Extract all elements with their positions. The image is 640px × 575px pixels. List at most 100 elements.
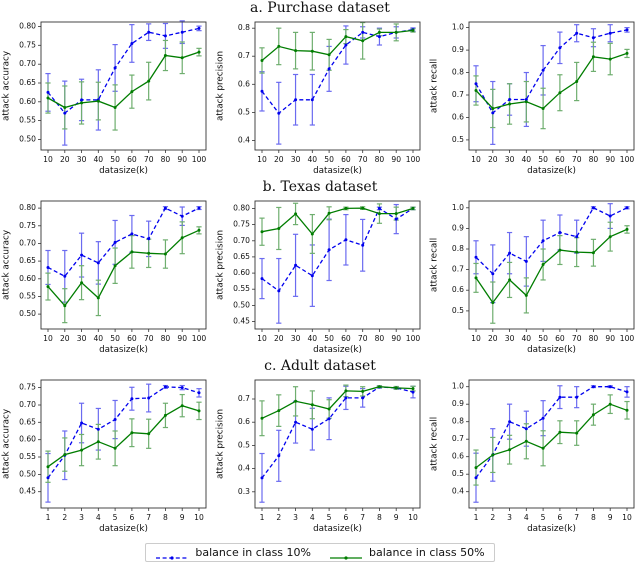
svg-text:10: 10 (257, 334, 267, 343)
svg-text:10: 10 (257, 155, 267, 164)
svg-text:40: 40 (521, 155, 531, 164)
svg-text:60: 60 (127, 334, 137, 343)
svg-text:0.55: 0.55 (233, 284, 250, 293)
svg-text:80: 80 (375, 155, 385, 164)
svg-text:0.70: 0.70 (19, 59, 36, 68)
svg-text:attack accuracy: attack accuracy (2, 51, 12, 121)
svg-text:0.55: 0.55 (19, 292, 36, 301)
svg-text:datasize(k): datasize(k) (527, 166, 576, 176)
section-title-texas: b. Texas dataset (262, 179, 378, 195)
svg-text:7: 7 (360, 513, 365, 522)
svg-text:0.7: 0.7 (238, 394, 250, 403)
svg-text:0.60: 0.60 (233, 268, 250, 277)
chart-texas-accuracy: 0.50 0.55 0.60 0.65 0.70 0.75 0.80 10 20 30 40 50 60… (0, 196, 212, 358)
legend-item-balance-10: balance in class 10% (155, 546, 311, 560)
svg-text:0.9: 0.9 (452, 399, 464, 408)
svg-text:40: 40 (93, 155, 103, 164)
svg-text:0.6: 0.6 (238, 79, 250, 88)
svg-text:10: 10 (471, 155, 481, 164)
svg-text:5: 5 (541, 513, 546, 522)
chart-adult-recall: 0.4 0.5 0.6 0.7 0.8 0.9 1.0 1 2 3 4 5 6 7 8 9 10 datasize… (428, 375, 640, 537)
svg-text:100: 100 (406, 334, 421, 343)
svg-text:30: 30 (505, 155, 515, 164)
legend: balance in class 10% balance in class 50… (145, 543, 495, 562)
svg-text:60: 60 (341, 155, 351, 164)
chart-adult-precision: 0.3 0.4 0.5 0.6 0.7 1 2 3 4 5 6 7 8 9 10 datasize(k) att… (214, 375, 426, 537)
svg-text:50: 50 (324, 334, 334, 343)
svg-text:0.5: 0.5 (452, 469, 464, 478)
svg-text:10: 10 (408, 513, 418, 522)
legend-item-balance-50: balance in class 50% (329, 546, 485, 560)
svg-text:datasize(k): datasize(k) (313, 166, 362, 176)
svg-text:0.75: 0.75 (19, 221, 36, 230)
legend-swatch-dashed-line-icon (155, 548, 189, 560)
svg-text:9: 9 (394, 513, 399, 522)
svg-text:50: 50 (538, 334, 548, 343)
svg-text:0.8: 0.8 (452, 68, 464, 77)
svg-text:60: 60 (127, 155, 137, 164)
svg-text:1.0: 1.0 (452, 23, 464, 32)
svg-text:20: 20 (274, 155, 284, 164)
svg-text:0.65: 0.65 (19, 417, 36, 426)
svg-text:0.6: 0.6 (452, 452, 464, 461)
svg-text:2: 2 (276, 513, 281, 522)
svg-text:0.7: 0.7 (452, 265, 464, 274)
svg-text:0.9: 0.9 (452, 45, 464, 54)
svg-text:100: 100 (620, 155, 635, 164)
svg-text:50: 50 (110, 334, 120, 343)
svg-text:2: 2 (490, 513, 495, 522)
svg-text:20: 20 (60, 155, 70, 164)
svg-text:0.75: 0.75 (233, 220, 250, 229)
svg-text:30: 30 (291, 334, 301, 343)
svg-text:30: 30 (505, 334, 515, 343)
svg-text:3: 3 (507, 513, 512, 522)
svg-text:50: 50 (324, 155, 334, 164)
svg-text:80: 80 (375, 334, 385, 343)
svg-text:0.7: 0.7 (452, 434, 464, 443)
svg-text:datasize(k): datasize(k) (313, 345, 362, 355)
svg-text:100: 100 (406, 155, 421, 164)
svg-text:1.0: 1.0 (452, 382, 464, 391)
chart-row-purchase: 0.50 0.55 0.60 0.65 0.70 0.75 0.80 10 20 30 40 50 60… (0, 17, 640, 179)
svg-text:70: 70 (144, 155, 154, 164)
svg-text:1: 1 (260, 513, 265, 522)
chart-purchase-accuracy: 0.50 0.55 0.60 0.65 0.70 0.75 0.80 10 20 30 40 50 60… (0, 17, 212, 179)
svg-text:4: 4 (96, 513, 101, 522)
svg-text:80: 80 (589, 155, 599, 164)
svg-text:0.6: 0.6 (238, 417, 250, 426)
svg-text:datasize(k): datasize(k) (313, 524, 362, 534)
svg-text:attack recall: attack recall (430, 417, 440, 471)
svg-text:10: 10 (194, 513, 204, 522)
svg-text:0.65: 0.65 (233, 252, 250, 261)
svg-text:attack precision: attack precision (216, 230, 226, 300)
svg-text:3: 3 (293, 513, 298, 522)
svg-text:8: 8 (591, 513, 596, 522)
svg-text:8: 8 (163, 513, 168, 522)
svg-text:attack accuracy: attack accuracy (2, 409, 12, 479)
svg-text:0.80: 0.80 (233, 203, 250, 212)
svg-text:70: 70 (572, 155, 582, 164)
svg-text:5: 5 (113, 513, 118, 522)
svg-text:0.8: 0.8 (452, 417, 464, 426)
section-title-adult: c. Adult dataset (264, 358, 376, 374)
svg-text:70: 70 (144, 334, 154, 343)
svg-text:30: 30 (77, 334, 87, 343)
svg-text:0.65: 0.65 (19, 256, 36, 265)
svg-text:6: 6 (343, 513, 348, 522)
svg-text:0.6: 0.6 (452, 285, 464, 294)
svg-text:90: 90 (391, 155, 401, 164)
svg-text:60: 60 (555, 155, 565, 164)
svg-text:0.45: 0.45 (233, 317, 250, 326)
svg-text:0.60: 0.60 (19, 97, 36, 106)
svg-text:0.5: 0.5 (238, 107, 250, 116)
svg-text:datasize(k): datasize(k) (99, 166, 148, 176)
svg-text:0.45: 0.45 (19, 487, 36, 496)
chart-adult-accuracy: 0.45 0.50 0.55 0.60 0.65 0.70 0.75 1 2 3 4 5 6 7 8 9 10 d… (0, 375, 212, 537)
svg-text:70: 70 (358, 155, 368, 164)
svg-text:5: 5 (327, 513, 332, 522)
svg-text:40: 40 (307, 155, 317, 164)
svg-text:0.8: 0.8 (238, 23, 250, 32)
svg-text:10: 10 (43, 155, 53, 164)
svg-text:20: 20 (488, 334, 498, 343)
